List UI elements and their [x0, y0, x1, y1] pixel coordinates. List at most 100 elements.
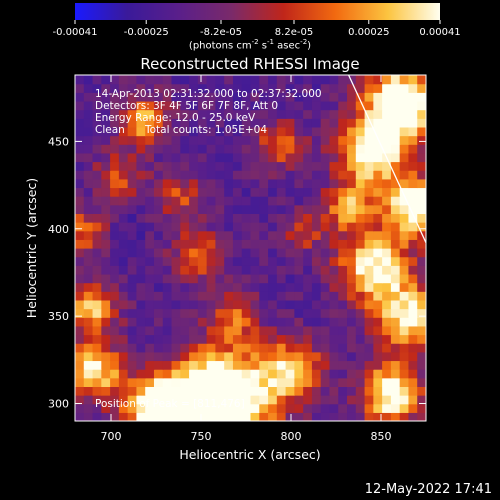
heatmap-cell [153, 334, 164, 344]
heatmap-cell [118, 144, 129, 154]
heatmap-cell [311, 92, 322, 102]
heatmap-cell [241, 334, 252, 344]
heatmap-cell [364, 196, 374, 206]
heatmap-cell [268, 135, 278, 145]
heatmap-cell [303, 239, 313, 249]
heatmap-cell [382, 386, 392, 396]
heatmap-cell [303, 152, 313, 163]
heatmap-cell [162, 118, 173, 128]
heatmap-cell [180, 317, 190, 327]
heatmap-cell [355, 291, 366, 301]
heatmap-cell [136, 178, 146, 189]
colorbar-units: (photons cm-2 s-1 asec-2) [188, 38, 312, 52]
heatmap-cell [101, 230, 111, 240]
heatmap-cell [83, 204, 94, 214]
heatmap-cell [215, 308, 225, 318]
heatmap-cell [382, 126, 392, 137]
heatmap-cell [338, 334, 348, 344]
heatmap-cell [162, 126, 173, 137]
heatmap-cell [364, 92, 374, 102]
heatmap-cell [136, 126, 146, 137]
heatmap-cell [338, 118, 348, 128]
heatmap-cell [364, 170, 374, 180]
heatmap-cell [75, 109, 85, 119]
heatmap-cell [355, 230, 366, 240]
heatmap-cell [399, 170, 410, 180]
heatmap-cell [382, 273, 392, 284]
heatmap-cell [241, 412, 252, 421]
heatmap-cell [127, 213, 138, 223]
heatmap-cell [329, 222, 339, 232]
heatmap-cell [180, 299, 190, 310]
heatmap-cell [206, 334, 216, 344]
heatmap-cell [338, 377, 348, 387]
heatmap-cell [206, 291, 216, 301]
heatmap-cell [347, 204, 357, 214]
heatmap-cell [118, 152, 129, 163]
heatmap-cell [303, 377, 313, 387]
heatmap-cell [127, 412, 138, 421]
heatmap-cell [180, 343, 190, 353]
heatmap-cell [224, 248, 234, 258]
heatmap-cell [92, 395, 102, 405]
heatmap-cell [232, 256, 243, 266]
heatmap-cell [75, 256, 85, 266]
heatmap-cell [285, 412, 295, 421]
heatmap-cell [75, 291, 85, 301]
heatmap-cell [250, 343, 260, 353]
heatmap-cell [311, 369, 322, 379]
heatmap-cell [127, 178, 138, 189]
heatmap-cell [373, 308, 383, 318]
heatmap-cell [276, 291, 287, 301]
heatmap-cell [110, 204, 120, 214]
heatmap-cell [390, 187, 401, 197]
heatmap-cell [417, 412, 426, 421]
heatmap-cell [206, 317, 216, 327]
heatmap-cell [338, 204, 348, 214]
heatmap-cell [136, 196, 146, 206]
heatmap-cell [83, 299, 94, 310]
heatmap-cell [347, 152, 357, 163]
heatmap-cell [171, 239, 181, 249]
heatmap-cell [390, 178, 401, 189]
heatmap-cell [408, 377, 418, 387]
heatmap-cell [83, 412, 94, 421]
heatmap-cell [83, 75, 94, 85]
heatmap-cell [268, 109, 278, 119]
heatmap-cell [373, 369, 383, 379]
heatmap-cell [180, 360, 190, 370]
heatmap-cell [373, 412, 383, 421]
heatmap-cell [285, 187, 295, 197]
heatmap-cell [83, 248, 94, 258]
heatmap-cell [241, 291, 252, 301]
heatmap-cell [83, 273, 94, 284]
heatmap-cell [232, 118, 243, 128]
heatmap-cell [110, 351, 120, 362]
heatmap-cell [417, 187, 426, 197]
heatmap-cell [101, 83, 111, 93]
heatmap-cell [75, 161, 85, 171]
heatmap-cell [206, 239, 216, 249]
heatmap-cell [285, 351, 295, 362]
heatmap-cell [311, 222, 322, 232]
heatmap-cell [206, 213, 216, 223]
heatmap-cell [373, 109, 383, 119]
heatmap-cell [162, 412, 173, 421]
heatmap-cell [408, 196, 418, 206]
heatmap-cell [101, 412, 111, 421]
heatmap-cell [268, 412, 278, 421]
heatmap-cell [390, 196, 401, 206]
heatmap-cell [285, 118, 295, 128]
heatmap-cell [417, 170, 426, 180]
heatmap-cell [417, 317, 426, 327]
heatmap-cell [417, 161, 426, 171]
heatmap-cell [136, 239, 146, 249]
heatmap-cell [347, 92, 357, 102]
heatmap-cell [232, 360, 243, 370]
heatmap-cell [311, 360, 322, 370]
heatmap-cell [83, 109, 94, 119]
heatmap-cell [127, 351, 138, 362]
heatmap-cell [110, 343, 120, 353]
heatmap-cell [276, 248, 287, 258]
heatmap-cell [417, 230, 426, 240]
